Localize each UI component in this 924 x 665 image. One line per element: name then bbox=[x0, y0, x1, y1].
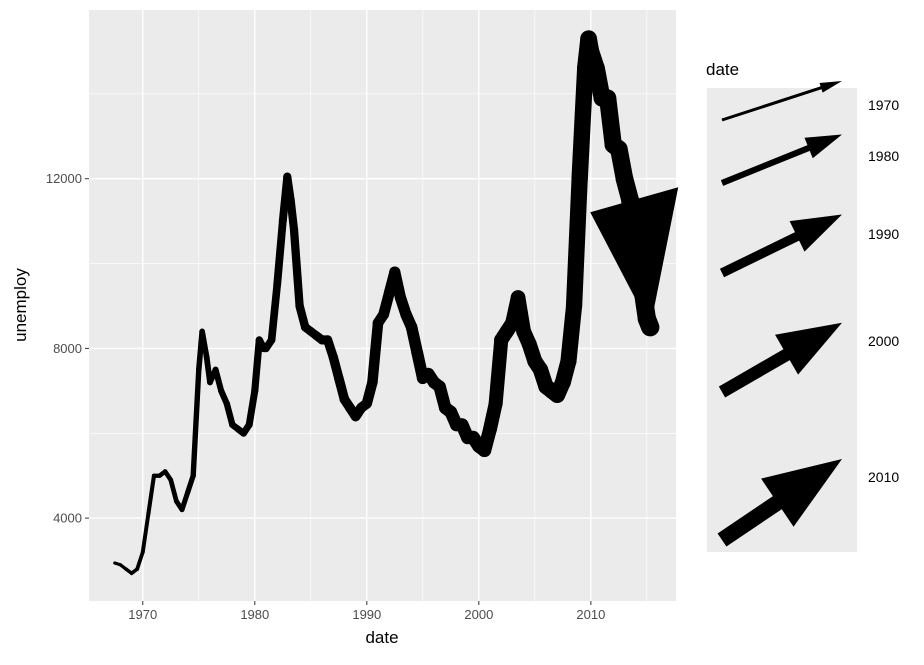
line-segment bbox=[286, 195, 299, 234]
line-segment bbox=[267, 280, 282, 344]
legend-label: 1980 bbox=[868, 148, 899, 164]
legend-key-arrow bbox=[720, 141, 820, 186]
line-segment bbox=[273, 217, 287, 289]
legend-label: 1990 bbox=[868, 226, 899, 242]
y-tick-label: 8000 bbox=[53, 341, 82, 356]
x-tick-label: 2000 bbox=[464, 607, 493, 622]
line-segment bbox=[179, 490, 191, 513]
y-tick-label: 4000 bbox=[53, 511, 82, 526]
y-tick-label: 12000 bbox=[46, 171, 82, 186]
line-segment bbox=[140, 511, 151, 555]
legend-title: date bbox=[706, 60, 739, 79]
line-segment bbox=[571, 60, 594, 187]
line-segment bbox=[251, 336, 263, 395]
line-segment bbox=[212, 366, 225, 394]
line-segment bbox=[367, 317, 384, 388]
legend-key-arrow bbox=[719, 224, 815, 278]
series-unemploy bbox=[113, 30, 679, 576]
line-segment bbox=[146, 473, 157, 516]
line-segment bbox=[560, 297, 583, 370]
legend-key-arrow bbox=[721, 85, 825, 122]
x-tick-label: 1980 bbox=[240, 607, 269, 622]
arrowhead bbox=[590, 187, 679, 328]
y-axis-label: unemploy bbox=[11, 268, 30, 342]
axes: 1970 1980 1990 2000 2010 4000 8000 12000 bbox=[46, 171, 605, 622]
line-segment bbox=[190, 366, 202, 479]
legend-key-arrowhead bbox=[789, 214, 842, 252]
line-segment bbox=[135, 550, 145, 571]
legend-label: 1970 bbox=[868, 97, 899, 113]
grid bbox=[89, 10, 676, 601]
legend-key-arrowhead bbox=[804, 134, 842, 159]
line-segment bbox=[488, 332, 509, 411]
line-segment bbox=[289, 225, 304, 311]
x-tick-label: 1970 bbox=[128, 607, 157, 622]
legend: date 1970 1980 1990 2000 2010 bbox=[706, 60, 899, 552]
legend-label: 2000 bbox=[868, 333, 899, 349]
legend-key-arrowhead bbox=[775, 322, 842, 375]
line-segment bbox=[223, 400, 236, 428]
x-axis-label: date bbox=[365, 628, 398, 647]
x-tick-label: 2010 bbox=[576, 607, 605, 622]
line-segment bbox=[565, 170, 588, 315]
line-segment bbox=[168, 477, 179, 504]
line-segment bbox=[184, 473, 196, 496]
x-tick-label: 1990 bbox=[352, 607, 381, 622]
legend-key-arrowhead bbox=[819, 81, 842, 93]
line-segment bbox=[245, 387, 259, 429]
legend-key-arrowhead bbox=[761, 459, 842, 527]
legend-label: 2010 bbox=[868, 469, 899, 485]
line-segment bbox=[199, 328, 210, 360]
